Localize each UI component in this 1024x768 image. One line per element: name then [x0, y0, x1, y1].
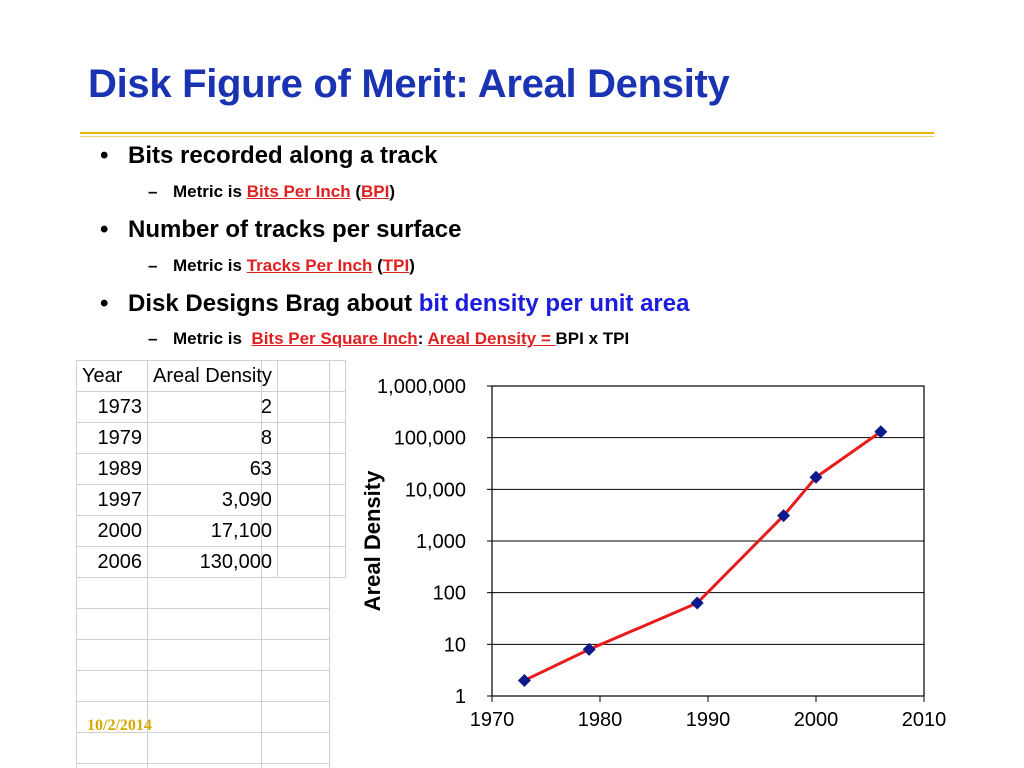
areal-density-chart: 1970 1980 1990 2000 2010 1 10 100 1,000 10,000 10…: [350, 365, 958, 760]
x-tick-label: 2000: [794, 709, 839, 731]
formula-text: BPI x TPI: [555, 329, 630, 348]
tracks-per-inch-link[interactable]: Tracks Per Inch: [246, 256, 373, 275]
data-point: [517, 673, 531, 687]
metric-prefix: Metric is: [173, 329, 252, 348]
table-row: 1997 3,090: [76, 484, 346, 516]
table-cell[interactable]: [276, 484, 346, 516]
table-cell[interactable]: [276, 422, 346, 454]
y-tick-label: 10: [444, 634, 466, 656]
bullet-text: Number of tracks per surface: [128, 216, 462, 243]
y-tick-label: 100: [433, 583, 466, 605]
slide-title: Disk Figure of Merit: Areal Density: [88, 62, 730, 106]
bullet-text: Disk Designs Brag about bit density per …: [128, 290, 689, 318]
x-tick-label: 2010: [902, 709, 947, 731]
bullet-dot: •: [100, 216, 109, 243]
paren-close: ): [389, 182, 396, 201]
table-cell[interactable]: [276, 515, 346, 547]
bullet-dot: •: [100, 290, 109, 317]
table-cell[interactable]: [276, 546, 346, 578]
x-tick-label: 1990: [686, 709, 731, 731]
data-point: [874, 425, 888, 439]
year-cell[interactable]: 2006: [76, 546, 148, 578]
data-point: [582, 642, 596, 656]
table-cell[interactable]: [276, 360, 346, 392]
table-row: 1989 63: [76, 453, 346, 485]
sub-bullet-text: Metric is Bits Per Square Inch: Areal De…: [173, 329, 629, 349]
x-tick-label: 1980: [578, 709, 623, 731]
data-point: [777, 509, 791, 523]
header-year[interactable]: Year: [76, 360, 148, 392]
y-tick-label: 1,000,000: [377, 376, 466, 398]
density-cell[interactable]: 17,100: [147, 515, 278, 547]
metric-prefix: Metric is: [173, 182, 247, 201]
y-axis-label: Areal Density: [360, 470, 385, 611]
paren-open: (: [372, 256, 383, 275]
y-tick-label: 10,000: [405, 479, 466, 501]
bits-per-inch-link[interactable]: Bits Per Inch: [246, 182, 351, 201]
sub-bullet-text: Metric is Tracks Per Inch (TPI): [173, 256, 415, 276]
sub-bullet-dash: –: [148, 182, 158, 201]
title-rule: [80, 132, 934, 134]
table-row: 2006 130,000: [76, 546, 346, 578]
bullet-text: Bits recorded along a track: [128, 142, 438, 169]
data-table: Year Areal Density 1973 2 1979 8 1989 63 19…: [76, 360, 346, 578]
x-tick-label: 1970: [470, 709, 515, 731]
density-cell[interactable]: 8: [147, 422, 278, 454]
chart-background: [350, 365, 958, 760]
slide-date: 10/2/2014: [87, 717, 152, 734]
paren-open: (: [350, 182, 362, 201]
density-cell[interactable]: 63: [147, 453, 278, 485]
tpi-link[interactable]: TPI: [382, 256, 410, 275]
bullet-text-plain: Disk Designs Brag about: [128, 290, 419, 317]
title-rule-thin: [80, 136, 934, 137]
year-cell[interactable]: 1997: [76, 484, 148, 516]
sub-bullet-dash: –: [148, 256, 158, 275]
density-cell[interactable]: 130,000: [147, 546, 278, 578]
series-line: [523, 430, 882, 682]
data-point: [690, 596, 704, 610]
y-tick-label: 1,000: [416, 531, 466, 553]
y-tick-label: 1: [455, 686, 466, 708]
metric-prefix: Metric is: [173, 256, 247, 275]
bullet-dot: •: [100, 142, 109, 169]
year-cell[interactable]: 1979: [76, 422, 148, 454]
colon: :: [417, 329, 428, 348]
year-cell[interactable]: 2000: [76, 515, 148, 547]
bits-per-square-inch-link[interactable]: Bits Per Square Inch: [251, 329, 418, 348]
bullet-text-highlight: bit density per unit area: [418, 290, 690, 317]
paren-close: ): [409, 256, 415, 275]
header-areal-density[interactable]: Areal Density: [147, 360, 278, 392]
sub-bullet-text: Metric is Bits Per Inch (BPI): [173, 182, 395, 202]
density-cell[interactable]: 2: [147, 391, 278, 423]
spreadsheet-area: Year Areal Density 1973 2 1979 8 1989 63 19…: [76, 360, 954, 768]
table-cell[interactable]: [276, 391, 346, 423]
year-cell[interactable]: 1973: [76, 391, 148, 423]
table-header-row: Year Areal Density: [76, 360, 346, 392]
areal-density-link[interactable]: Areal Density: [427, 329, 537, 348]
table-cell[interactable]: [276, 453, 346, 485]
table-row: 2000 17,100: [76, 515, 346, 547]
sub-bullet-dash: –: [148, 329, 158, 348]
equals-sign: =: [536, 329, 556, 348]
density-cell[interactable]: 3,090: [147, 484, 278, 516]
y-tick-label: 100,000: [394, 428, 466, 450]
year-cell[interactable]: 1989: [76, 453, 148, 485]
table-row: 1973 2: [76, 391, 346, 423]
bpi-link[interactable]: BPI: [361, 182, 390, 201]
data-point: [809, 470, 823, 484]
table-row: 1979 8: [76, 422, 346, 454]
